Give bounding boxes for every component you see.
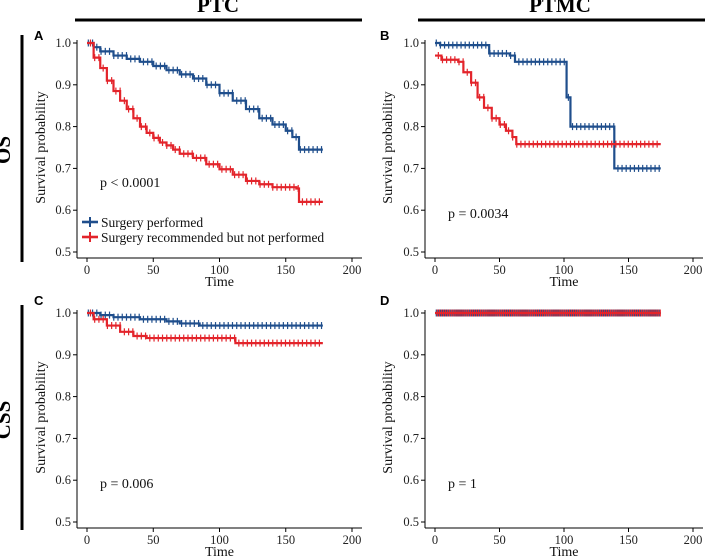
y-tick-label: 1.0	[403, 36, 419, 50]
p-value-annotation: p = 0.006	[100, 477, 153, 492]
x-tick-label: 150	[276, 263, 295, 277]
y-tick-label: 0.7	[403, 161, 419, 175]
x-tick-label: 50	[147, 263, 160, 277]
x-axis-label: Time	[205, 545, 234, 560]
x-tick-label: 0	[432, 263, 438, 277]
p-value-annotation: p < 0.0001	[100, 176, 160, 191]
legend-entry-not_performed: Surgery recommended but not performed	[101, 230, 324, 245]
y-tick-label: 1.0	[55, 306, 71, 320]
y-tick-label: 0.9	[55, 78, 71, 92]
x-tick-label: 0	[432, 533, 438, 547]
x-tick-label: 150	[276, 533, 295, 547]
y-tick-label: 0.6	[55, 203, 71, 217]
x-tick-label: 50	[147, 533, 160, 547]
y-tick-label: 0.9	[403, 78, 419, 92]
y-tick-label: 0.8	[403, 390, 419, 404]
row-label-css: CSS	[0, 401, 15, 440]
x-tick-label: 150	[619, 263, 638, 277]
y-tick-label: 0.5	[55, 245, 71, 259]
y-tick-label: 0.8	[403, 120, 419, 134]
y-axis-label: Survival probability	[34, 361, 49, 473]
x-tick-label: 100	[555, 533, 574, 547]
panel-letter-a: A	[34, 28, 44, 43]
panel-d: 0.5 0.6 0.7 0.8 0.9 1.0 0 50 100 150 200 Time Surviv…	[381, 306, 703, 560]
p-value-annotation: p = 1	[448, 477, 477, 492]
x-tick-label: 100	[555, 263, 574, 277]
panel-letter-d: D	[380, 293, 389, 308]
panel-letter-c: C	[34, 293, 44, 308]
y-tick-label: 0.6	[403, 203, 419, 217]
panel-letter-b: B	[380, 28, 389, 43]
series-line-not_performed	[435, 54, 661, 146]
series-line-performed	[87, 311, 323, 327]
x-tick-label: 100	[210, 263, 229, 277]
y-tick-label: 0.7	[55, 161, 71, 175]
x-tick-label: 150	[619, 533, 638, 547]
x-tick-label: 200	[343, 533, 362, 547]
panel-a: 0.5 0.6 0.7 0.8 0.9 1.0 0 50 100 150 200 Time Surviv…	[34, 36, 362, 290]
y-axis-label: Survival probability	[34, 91, 49, 203]
y-tick-label: 0.7	[55, 431, 71, 445]
x-tick-label: 50	[493, 263, 506, 277]
x-axis-label: Time	[549, 275, 578, 290]
column-header-ptmc: PTMC	[529, 0, 591, 17]
y-tick-label: 0.6	[403, 473, 419, 487]
y-tick-label: 0.7	[403, 431, 419, 445]
panel-c: 0.5 0.6 0.7 0.8 0.9 1.0 0 50 100 150 200 Time Surviv…	[34, 306, 362, 560]
x-tick-label: 50	[493, 533, 506, 547]
column-header-ptc: PTC	[197, 0, 239, 17]
y-tick-label: 0.8	[55, 120, 71, 134]
row-label-os: OS	[0, 136, 15, 164]
y-tick-label: 1.0	[55, 36, 71, 50]
y-axis-label: Survival probability	[381, 91, 396, 203]
y-tick-label: 0.8	[55, 390, 71, 404]
y-axis-label: Survival probability	[381, 361, 396, 473]
x-axis-label: Time	[205, 275, 234, 290]
legend-entry-performed: Surgery performed	[101, 215, 203, 230]
x-tick-label: 0	[84, 533, 90, 547]
y-tick-label: 0.6	[55, 473, 71, 487]
y-tick-label: 0.5	[403, 245, 419, 259]
x-tick-label: 200	[684, 533, 703, 547]
x-tick-label: 200	[343, 263, 362, 277]
panel-b: 0.5 0.6 0.7 0.8 0.9 1.0 0 50 100 150 200 Time Surviv…	[381, 36, 703, 290]
p-value-annotation: p = 0.0034	[448, 207, 508, 222]
x-axis-label: Time	[549, 545, 578, 560]
x-tick-label: 0	[84, 263, 90, 277]
y-tick-label: 1.0	[403, 306, 419, 320]
y-tick-label: 0.9	[403, 348, 419, 362]
y-tick-label: 0.5	[403, 515, 419, 529]
y-tick-label: 0.5	[55, 515, 71, 529]
y-tick-label: 0.9	[55, 348, 71, 362]
x-tick-label: 200	[684, 263, 703, 277]
x-tick-label: 100	[210, 533, 229, 547]
